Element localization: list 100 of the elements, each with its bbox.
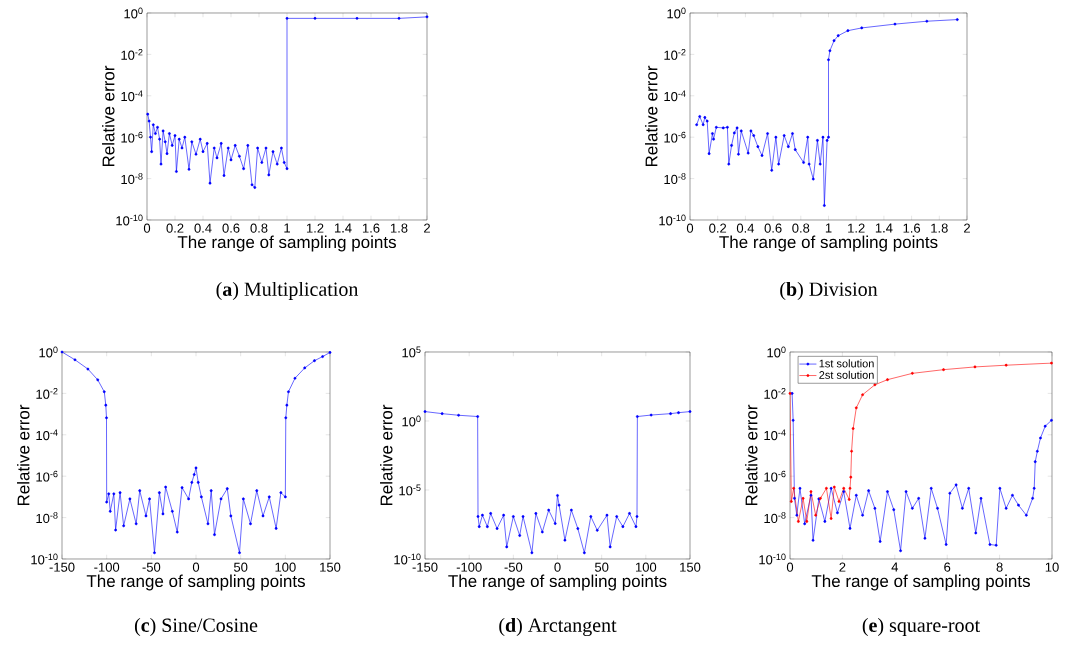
point bbox=[156, 125, 159, 129]
point bbox=[489, 512, 493, 515]
point bbox=[213, 533, 216, 537]
x-tick-label: 1 bbox=[825, 223, 832, 233]
point bbox=[782, 134, 786, 137]
y-tick-label: 10$^{-10}$ bbox=[116, 214, 143, 226]
point bbox=[267, 173, 271, 177]
point bbox=[576, 527, 580, 530]
point bbox=[621, 525, 625, 529]
point bbox=[128, 497, 132, 501]
x-tick-label: 8 bbox=[996, 562, 1003, 572]
point bbox=[563, 538, 567, 542]
point bbox=[1050, 418, 1053, 422]
point bbox=[321, 355, 324, 358]
x-tick-label: 1.4 bbox=[875, 223, 893, 233]
point bbox=[893, 22, 897, 26]
point bbox=[180, 486, 184, 490]
point bbox=[209, 489, 213, 493]
point bbox=[180, 146, 184, 150]
point bbox=[521, 515, 525, 518]
point bbox=[423, 410, 427, 413]
point bbox=[942, 368, 945, 372]
point bbox=[948, 491, 952, 495]
x-tick-label: -100 bbox=[456, 562, 482, 572]
point bbox=[293, 376, 297, 380]
x-tick-label: 0 bbox=[143, 223, 151, 233]
x-tick-label: 150 bbox=[680, 562, 701, 572]
y-tick-label: 10$^{-2}$ bbox=[664, 48, 686, 60]
point bbox=[112, 492, 116, 496]
point bbox=[1017, 503, 1020, 507]
point bbox=[485, 525, 489, 529]
point bbox=[595, 528, 599, 532]
point bbox=[793, 148, 797, 152]
x-tick-label: 1 bbox=[284, 223, 290, 233]
point bbox=[848, 486, 852, 490]
point bbox=[1050, 361, 1053, 365]
point bbox=[955, 18, 959, 21]
x-tick-label: 0 bbox=[786, 562, 794, 572]
point bbox=[861, 393, 864, 397]
x-tick-label: -150 bbox=[412, 562, 438, 572]
y-tick-label: 10$^{-6}$ bbox=[664, 131, 686, 143]
text: (c) Sine/Cosine bbox=[134, 617, 258, 637]
point bbox=[255, 489, 259, 493]
point bbox=[187, 497, 190, 501]
y-tick-label: 10$^{-6}$ bbox=[121, 131, 143, 143]
point bbox=[649, 413, 653, 417]
x-tick-label: 100 bbox=[275, 562, 296, 572]
point bbox=[634, 525, 638, 529]
y-tick-label: 10$^{0}$ bbox=[667, 7, 686, 19]
point bbox=[849, 475, 853, 479]
point bbox=[122, 524, 126, 528]
point bbox=[892, 508, 896, 512]
point bbox=[825, 139, 829, 142]
point bbox=[190, 140, 194, 144]
point bbox=[816, 139, 819, 142]
x-tick-label: 0.4 bbox=[736, 223, 755, 233]
point bbox=[194, 152, 198, 156]
point bbox=[105, 500, 109, 504]
point bbox=[1011, 493, 1014, 497]
point bbox=[936, 506, 939, 510]
point bbox=[749, 129, 753, 133]
point bbox=[669, 412, 672, 416]
point bbox=[246, 144, 250, 147]
point bbox=[814, 513, 818, 517]
point bbox=[811, 177, 815, 181]
point bbox=[283, 495, 287, 499]
x-tick-label: 0.8 bbox=[250, 223, 268, 233]
point bbox=[495, 527, 499, 530]
x-tick-label: -50 bbox=[504, 562, 523, 572]
point bbox=[183, 135, 187, 139]
point bbox=[806, 135, 810, 139]
point bbox=[168, 132, 171, 135]
x-tick-label: 1.8 bbox=[390, 223, 408, 233]
point bbox=[187, 167, 191, 171]
y-axis-title: Relative error bbox=[645, 65, 658, 167]
point bbox=[873, 506, 877, 510]
point bbox=[397, 16, 401, 20]
point bbox=[822, 204, 826, 207]
x-tick-label: 0.6 bbox=[222, 223, 240, 233]
point bbox=[770, 168, 774, 172]
point bbox=[557, 503, 561, 507]
x-tick-label: 1.4 bbox=[334, 223, 352, 233]
point bbox=[481, 513, 484, 517]
y-axis-title: Relative error bbox=[380, 404, 393, 506]
x-tick-label: 1.6 bbox=[362, 223, 380, 233]
point bbox=[222, 174, 226, 177]
point bbox=[635, 515, 639, 518]
point bbox=[721, 126, 725, 130]
x-tick-label: 150 bbox=[320, 562, 341, 572]
point bbox=[746, 151, 750, 155]
point bbox=[556, 494, 559, 497]
point bbox=[766, 132, 769, 135]
point bbox=[615, 515, 619, 518]
point bbox=[226, 146, 230, 150]
y-tick-label: 10$^{-2}$ bbox=[121, 48, 143, 60]
x-tick-label: -100 bbox=[94, 562, 120, 572]
point bbox=[173, 134, 177, 137]
point bbox=[973, 365, 977, 369]
point bbox=[827, 58, 830, 62]
point bbox=[170, 144, 174, 147]
